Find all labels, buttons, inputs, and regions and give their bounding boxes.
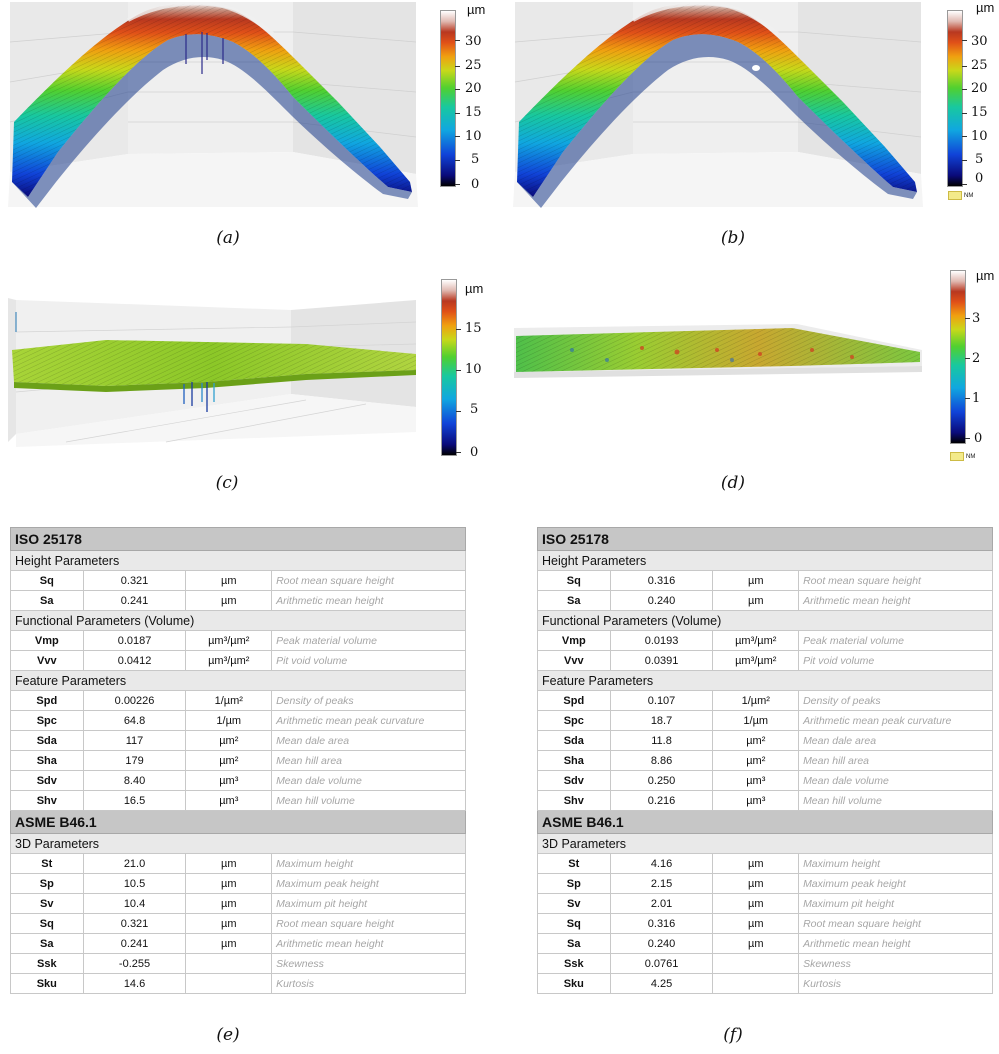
table-row: Sv 2.01 µm Maximum pit height — [537, 893, 993, 914]
group-title: Height Parameters — [10, 550, 466, 571]
colorbar-d-tick: 3 — [972, 311, 981, 326]
table-row: Sa 0.241 µm Arithmetic mean height — [10, 933, 466, 954]
colorbar-a-tick: 20 — [465, 81, 482, 96]
caption-f: (f) — [723, 1025, 743, 1045]
colorbar-d-unit: µm — [976, 268, 995, 283]
table-row: Spc 64.8 1/µm Arithmetic mean peak curvatur… — [10, 710, 466, 731]
colorbar-d-tick: 2 — [972, 351, 981, 366]
table-row: Sp 2.15 µm Maximum peak height — [537, 873, 993, 894]
standard-title: ASME B46.1 — [10, 810, 466, 834]
not-measured-label: NM — [966, 454, 976, 460]
table-row: Sda 11.8 µm² Mean dale area — [537, 730, 993, 751]
colorbar-d — [950, 270, 966, 444]
caption-a: (a) — [216, 228, 240, 248]
table-row: Vvv 0.0412 µm³/µm² Pit void volume — [10, 650, 466, 671]
surface-plot-a — [8, 0, 428, 212]
standard-title: ISO 25178 — [537, 527, 993, 551]
table-row: Sku 14.6 Kurtosis — [10, 973, 466, 994]
colorbar-b-tick: 15 — [971, 105, 988, 120]
caption-c: (c) — [215, 473, 239, 493]
surface-plot-b — [513, 0, 933, 212]
caption-b: (b) — [720, 228, 746, 248]
table-row: Vmp 0.0193 µm³/µm² Peak material volume — [537, 630, 993, 651]
not-measured-swatch — [950, 452, 964, 461]
table-row: Sha 179 µm² Mean hill area — [10, 750, 466, 771]
group-title: Feature Parameters — [537, 670, 993, 691]
group-title: Functional Parameters (Volume) — [10, 610, 466, 631]
colorbar-c-tick: 15 — [465, 321, 482, 336]
colorbar-a-tick: 0 — [471, 177, 480, 192]
parameter-table-f: ISO 25178 Height Parameters Sq 0.316 µm Roo… — [537, 527, 993, 994]
colorbar-a-unit: µm — [467, 2, 486, 17]
group-title: 3D Parameters — [10, 833, 466, 854]
table-row: St 21.0 µm Maximum height — [10, 853, 466, 874]
table-row: Sku 4.25 Kurtosis — [537, 973, 993, 994]
colorbar-b-tick: 20 — [971, 81, 988, 96]
colorbar-a-tick: 5 — [471, 152, 480, 167]
table-row: St 4.16 µm Maximum height — [537, 853, 993, 874]
colorbar-c-unit: µm — [465, 281, 484, 296]
colorbar-a-tick: 25 — [465, 58, 482, 73]
table-row: Shv 16.5 µm³ Mean hill volume — [10, 790, 466, 811]
table-row: Sq 0.316 µm Root mean square height — [537, 913, 993, 934]
table-row: Vvv 0.0391 µm³/µm² Pit void volume — [537, 650, 993, 671]
caption-d: (d) — [720, 473, 746, 493]
table-row: Ssk -0.255 Skewness — [10, 953, 466, 974]
group-title: Functional Parameters (Volume) — [537, 610, 993, 631]
colorbar-d-tick: 1 — [972, 391, 981, 406]
colorbar-a — [440, 10, 456, 187]
colorbar-a-tick: 10 — [465, 129, 482, 144]
group-title: 3D Parameters — [537, 833, 993, 854]
surface-plot-d — [512, 310, 927, 390]
colorbar-c-tick: 5 — [470, 402, 479, 417]
table-row: Shv 0.216 µm³ Mean hill volume — [537, 790, 993, 811]
colorbar-b-tick: 0 — [975, 171, 984, 186]
colorbar-b-unit: µm — [976, 0, 995, 15]
table-row: Sq 0.316 µm Root mean square height — [537, 570, 993, 591]
table-row: Sda 117 µm² Mean dale area — [10, 730, 466, 751]
table-row: Sdv 0.250 µm³ Mean dale volume — [537, 770, 993, 791]
colorbar-a-tick: 30 — [465, 34, 482, 49]
table-row: Sha 8.86 µm² Mean hill area — [537, 750, 993, 771]
caption-e: (e) — [216, 1025, 240, 1045]
table-row: Sa 0.240 µm Arithmetic mean height — [537, 933, 993, 954]
standard-title: ISO 25178 — [10, 527, 466, 551]
colorbar-b-tick: 10 — [971, 129, 988, 144]
table-row: Spd 0.00226 1/µm² Density of peaks — [10, 690, 466, 711]
surface-plot-c — [6, 282, 426, 452]
table-row: Ssk 0.0761 Skewness — [537, 953, 993, 974]
colorbar-c-tick: 0 — [470, 445, 479, 460]
colorbar-a-tick: 15 — [465, 105, 482, 120]
table-row: Spc 18.7 1/µm Arithmetic mean peak curvatur… — [537, 710, 993, 731]
not-measured-label: NM — [964, 193, 974, 199]
table-row: Sa 0.240 µm Arithmetic mean height — [537, 590, 993, 611]
group-title: Height Parameters — [537, 550, 993, 571]
table-row: Spd 0.107 1/µm² Density of peaks — [537, 690, 993, 711]
colorbar-c — [441, 279, 457, 456]
table-row: Sq 0.321 µm Root mean square height — [10, 570, 466, 591]
table-row: Sv 10.4 µm Maximum pit height — [10, 893, 466, 914]
colorbar-c-tick: 10 — [465, 362, 482, 377]
colorbar-b-tick: 30 — [971, 34, 988, 49]
group-title: Feature Parameters — [10, 670, 466, 691]
table-row: Sp 10.5 µm Maximum peak height — [10, 873, 466, 894]
not-measured-swatch — [948, 191, 962, 200]
standard-title: ASME B46.1 — [537, 810, 993, 834]
table-row: Sdv 8.40 µm³ Mean dale volume — [10, 770, 466, 791]
table-row: Sq 0.321 µm Root mean square height — [10, 913, 466, 934]
table-row: Vmp 0.0187 µm³/µm² Peak material volume — [10, 630, 466, 651]
colorbar-b — [947, 10, 963, 187]
colorbar-b-tick: 25 — [971, 58, 988, 73]
parameter-table-e: ISO 25178 Height Parameters Sq 0.321 µm Roo… — [10, 527, 466, 994]
colorbar-b-tick: 5 — [975, 152, 984, 167]
colorbar-d-tick: 0 — [974, 431, 983, 446]
table-row: Sa 0.241 µm Arithmetic mean height — [10, 590, 466, 611]
